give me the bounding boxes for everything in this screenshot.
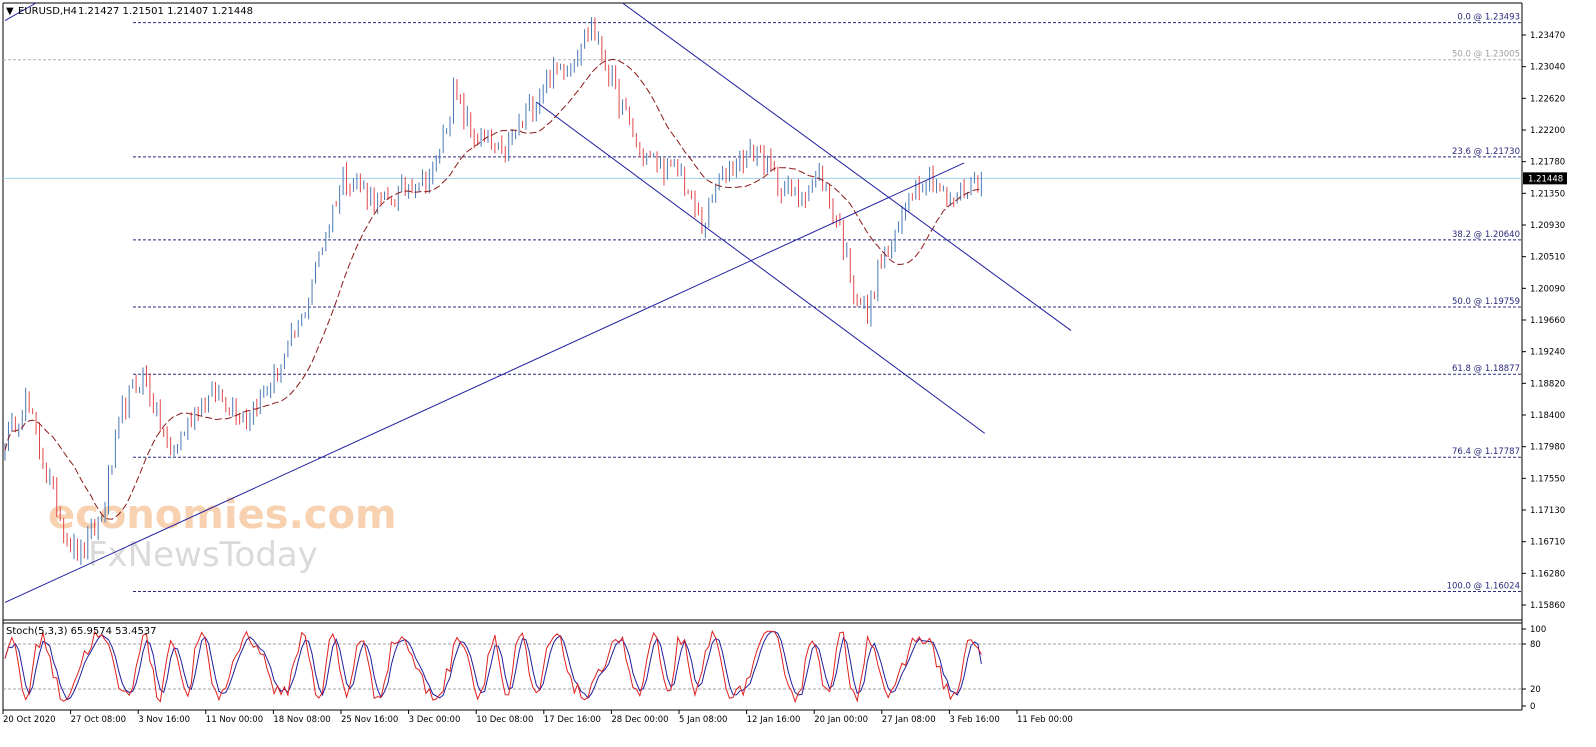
price-tick-label: 1.15860 bbox=[1530, 601, 1565, 611]
fib-label: 61.8 @ 1.18877 bbox=[1452, 364, 1520, 374]
price-tick-label: 1.22620 bbox=[1530, 94, 1565, 104]
fib-label: 38.2 @ 1.20640 bbox=[1452, 230, 1520, 240]
watermark-economies: economies.com bbox=[48, 492, 397, 538]
price-tick-label: 1.21780 bbox=[1530, 158, 1565, 168]
price-tick-label: 1.20930 bbox=[1530, 221, 1565, 231]
price-tick-label: 1.16280 bbox=[1530, 569, 1565, 579]
fib-label: 0.0 @ 1.23493 bbox=[1457, 13, 1520, 23]
time-tick-label: 20 Jan 00:00 bbox=[814, 715, 868, 725]
time-tick-label: 3 Feb 16:00 bbox=[949, 715, 999, 725]
collapse-arrow-icon[interactable]: ▼ bbox=[6, 6, 14, 17]
fib-label: 100.0 @ 1.16024 bbox=[1447, 582, 1520, 592]
price-tick-label: 1.23470 bbox=[1530, 31, 1565, 41]
moving-average-line bbox=[4, 58, 982, 520]
time-tick-label: 27 Oct 08:00 bbox=[71, 715, 126, 725]
watermark-fxnewstoday: FxNewsToday bbox=[88, 535, 318, 575]
price-tick-label: 1.18400 bbox=[1530, 411, 1565, 421]
stochastic-header: Stoch(5,3,3) 65.9574 53.4537 bbox=[6, 626, 157, 637]
ascending-support-trendline[interactable] bbox=[4, 162, 965, 603]
fib-label: 50.0 @ 1.23005 bbox=[1452, 50, 1520, 60]
fib-label: 23.6 @ 1.21730 bbox=[1452, 147, 1520, 157]
stoch-signal-line bbox=[4, 630, 982, 701]
time-tick-label: 11 Nov 00:00 bbox=[206, 715, 263, 725]
time-tick-label: 18 Nov 08:00 bbox=[273, 715, 330, 725]
upper-left-segment-trendline[interactable] bbox=[4, 2, 37, 21]
channel-lower-trendline[interactable] bbox=[536, 101, 986, 434]
stoch-tick-label: 100 bbox=[1530, 625, 1546, 635]
price-tick-label: 1.22200 bbox=[1530, 126, 1565, 136]
time-tick-label: 17 Dec 16:00 bbox=[544, 715, 601, 725]
price-tick-label: 1.17130 bbox=[1530, 506, 1565, 516]
time-tick-label: 5 Jan 08:00 bbox=[679, 715, 727, 725]
time-tick-label: 12 Jan 16:00 bbox=[747, 715, 801, 725]
time-tick-label: 28 Dec 00:00 bbox=[611, 715, 668, 725]
time-tick-label: 27 Jan 08:00 bbox=[882, 715, 936, 725]
time-tick-label: 3 Nov 16:00 bbox=[138, 715, 190, 725]
symbol-label: EURUSD,H4 bbox=[18, 6, 77, 17]
price-tick-label: 1.19660 bbox=[1530, 316, 1565, 326]
price-tick-label: 1.17550 bbox=[1530, 474, 1565, 484]
stoch-tick-label: 0 bbox=[1530, 702, 1535, 712]
current-price-label: 1.21448 bbox=[1528, 174, 1563, 184]
fib-label: 50.0 @ 1.19759 bbox=[1452, 297, 1520, 307]
time-tick-label: 20 Oct 2020 bbox=[3, 715, 56, 725]
price-tick-label: 1.23040 bbox=[1530, 63, 1565, 73]
stoch-tick-label: 80 bbox=[1530, 640, 1541, 650]
price-tick-label: 1.17980 bbox=[1530, 443, 1565, 453]
price-tick-label: 1.19240 bbox=[1530, 348, 1565, 358]
price-tick-label: 1.21350 bbox=[1530, 189, 1565, 199]
current-price-marker bbox=[1523, 172, 1567, 185]
stoch-main-line bbox=[4, 629, 982, 704]
price-tick-label: 1.20510 bbox=[1530, 253, 1565, 263]
time-tick-label: 25 Nov 16:00 bbox=[341, 715, 398, 725]
ohlc-values: 1.21427 1.21501 1.21407 1.21448 bbox=[78, 6, 253, 17]
time-tick-label: 3 Dec 00:00 bbox=[409, 715, 461, 725]
price-tick-label: 1.20090 bbox=[1530, 284, 1565, 294]
stoch-tick-label: 20 bbox=[1530, 685, 1541, 695]
price-tick-label: 1.18820 bbox=[1530, 379, 1565, 389]
time-tick-label: 10 Dec 08:00 bbox=[476, 715, 533, 725]
price-tick-label: 1.16710 bbox=[1530, 538, 1565, 548]
channel-upper-trendline[interactable] bbox=[622, 2, 1072, 331]
fib-label: 76.4 @ 1.17787 bbox=[1452, 447, 1520, 457]
time-tick-label: 11 Feb 00:00 bbox=[1017, 715, 1073, 725]
